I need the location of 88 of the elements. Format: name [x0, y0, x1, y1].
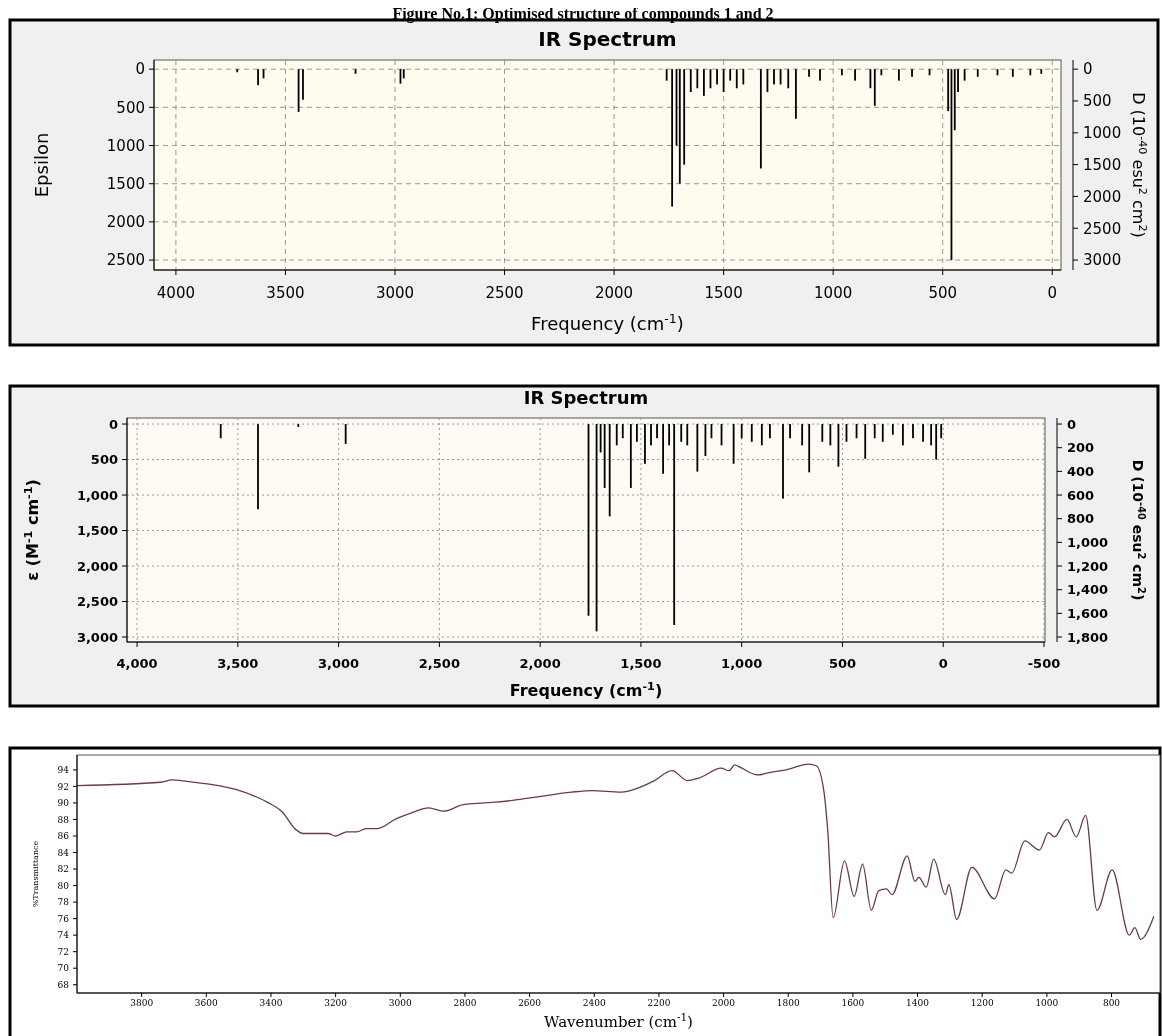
x-axis-title: Frequency (cm$^{-1}$) [509, 679, 663, 700]
y-tick-label: 72 [57, 946, 69, 957]
y-tick-label: 500 [90, 452, 118, 468]
y-tick-label: 0 [135, 60, 145, 79]
x-tick-label: 0 [1047, 284, 1058, 302]
y2-tick-label: 0 [1083, 60, 1093, 79]
x-tick-label: -500 [1027, 656, 1061, 671]
y-tick-label: 84 [57, 847, 70, 858]
x-tick-label: 1200 [970, 998, 994, 1008]
y2-tick-label: 3000 [1083, 251, 1122, 270]
y-tick-label: 1,500 [76, 523, 118, 539]
y-tick-label: 500 [116, 98, 145, 117]
y-tick-label: 1000 [106, 136, 145, 155]
x-tick-label: 4000 [156, 284, 195, 302]
y2-tick-label: 1,400 [1067, 582, 1109, 598]
chart-title: IR Spectrum [538, 27, 677, 51]
y-axis-title: %Transmittance [31, 840, 40, 908]
y-tick-label: 74 [57, 930, 70, 941]
y-tick-label: 80 [57, 880, 70, 891]
y-tick-label: 76 [57, 913, 70, 924]
y-tick-label: 88 [57, 814, 70, 825]
x-tick-label: 4,000 [116, 656, 158, 671]
y-axis-title: Epsilon [31, 132, 52, 198]
x-tick-label: 3,500 [217, 656, 259, 671]
x-tick-label: 3400 [259, 998, 283, 1008]
x-axis-title: Wavenumber (cm$^{-1}$) [544, 1011, 693, 1031]
y2-tick-label: 800 [1067, 511, 1095, 527]
x-tick-label: 2400 [582, 998, 606, 1008]
x-tick-label: 1800 [776, 998, 800, 1008]
x-tick-label: 2600 [518, 998, 542, 1008]
y2-tick-label: 400 [1067, 463, 1095, 479]
y-tick-label: 86 [57, 831, 70, 842]
x-tick-label: 2000 [594, 284, 634, 302]
y-tick-label: 82 [57, 864, 69, 875]
x-tick-label: 1500 [704, 284, 743, 302]
chart-title: IR Spectrum [523, 387, 649, 408]
y2-tick-label: 2000 [1083, 187, 1122, 206]
y-tick-label: 2,000 [76, 558, 118, 574]
y-tick-label: 90 [57, 798, 70, 809]
x-tick-label: 2,500 [418, 656, 460, 671]
y2-tick-label: 2500 [1083, 219, 1122, 238]
x-axis-title: Frequency (cm$^{-1}$) [531, 310, 684, 334]
x-tick-label: 2200 [647, 998, 671, 1008]
y-tick-label: 3,000 [76, 629, 118, 645]
y-tick-label: 1,000 [76, 487, 118, 503]
y2-tick-label: 500 [1083, 92, 1112, 111]
x-tick-label: 3000 [388, 998, 413, 1008]
y2-tick-label: 1000 [1083, 124, 1122, 143]
x-tick-label: 1000 [814, 284, 853, 302]
y-tick-label: 92 [57, 781, 69, 792]
x-tick-label: 1,500 [620, 656, 662, 671]
y-tick-label: 94 [57, 765, 70, 776]
x-tick-label: 3600 [194, 998, 219, 1008]
x-tick-label: 2500 [485, 284, 524, 302]
y2-tick-label: 1,200 [1067, 558, 1109, 574]
line-series [76, 763, 1155, 940]
x-tick-label: 500 [828, 656, 857, 671]
x-tick-label: 3800 [130, 998, 154, 1008]
x-tick-label: 1000 [1035, 998, 1059, 1008]
y2-tick-label: 200 [1067, 440, 1095, 456]
x-tick-label: 2,000 [519, 656, 561, 671]
x-tick-label: 3500 [266, 284, 305, 302]
x-tick-label: 1400 [906, 998, 930, 1008]
x-tick-label: 2000 [712, 998, 736, 1008]
y-tick-label: 70 [57, 963, 70, 974]
text: Figure No.1: Optimised structure of compounds 1 and 2 [392, 5, 774, 23]
y-tick-label: 68 [57, 979, 70, 990]
y2-tick-label: 1500 [1083, 155, 1122, 174]
x-tick-label: 3000 [375, 284, 415, 302]
x-tick-label: 3200 [324, 998, 348, 1008]
y-tick-label: 78 [57, 897, 70, 908]
x-tick-label: 1,000 [721, 656, 763, 671]
y-tick-label: 1500 [106, 174, 145, 193]
y-tick-label: 2000 [106, 213, 145, 232]
y2-tick-label: 1,800 [1067, 629, 1109, 645]
y2-tick-label: 1,600 [1067, 605, 1109, 621]
y2-tick-label: 1,000 [1067, 534, 1109, 550]
x-tick-label: 1600 [841, 998, 865, 1008]
x-tick-label: 800 [1102, 998, 1121, 1008]
y-tick-label: 2,500 [76, 594, 118, 610]
x-tick-label: 2800 [453, 998, 477, 1008]
y-tick-label: 2500 [106, 251, 145, 270]
x-tick-label: 3,000 [318, 656, 360, 671]
y2-tick-label: 0 [1067, 416, 1077, 432]
y2-tick-label: 600 [1067, 487, 1095, 503]
x-tick-label: 0 [938, 656, 948, 671]
x-tick-label: 500 [928, 284, 958, 302]
y-tick-label: 0 [108, 416, 118, 432]
